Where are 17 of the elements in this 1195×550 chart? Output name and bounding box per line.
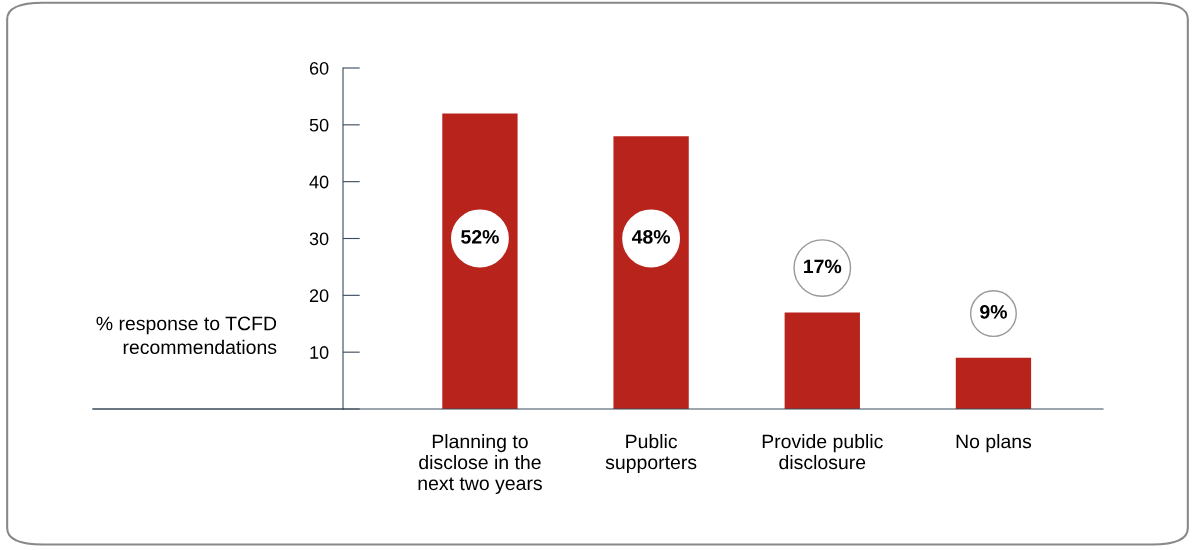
y-tick-label: 40 [309, 175, 329, 189]
x-tick-label: No plans [956, 434, 1032, 453]
data-label: 48% [631, 229, 671, 244]
x-tick-label: Provide public disclosure [762, 434, 883, 470]
data-label: 9% [980, 304, 1007, 319]
data-label: 17% [804, 259, 842, 274]
data-label: 52% [461, 229, 499, 244]
bar [784, 312, 860, 409]
y-tick-label: 30 [309, 232, 329, 246]
y-tick-label: 50 [309, 118, 329, 132]
bar [955, 357, 1032, 409]
x-tick-label: Planning to disclose in the next two years [418, 434, 542, 495]
y-tick-label: 10 [310, 346, 329, 359]
y-tick-label: 60 [309, 61, 329, 75]
x-tick-label: Public supporters [605, 434, 697, 474]
y-axis-title: % response to TCFD recommendations [96, 316, 277, 355]
y-tick-label: 20 [309, 289, 329, 303]
